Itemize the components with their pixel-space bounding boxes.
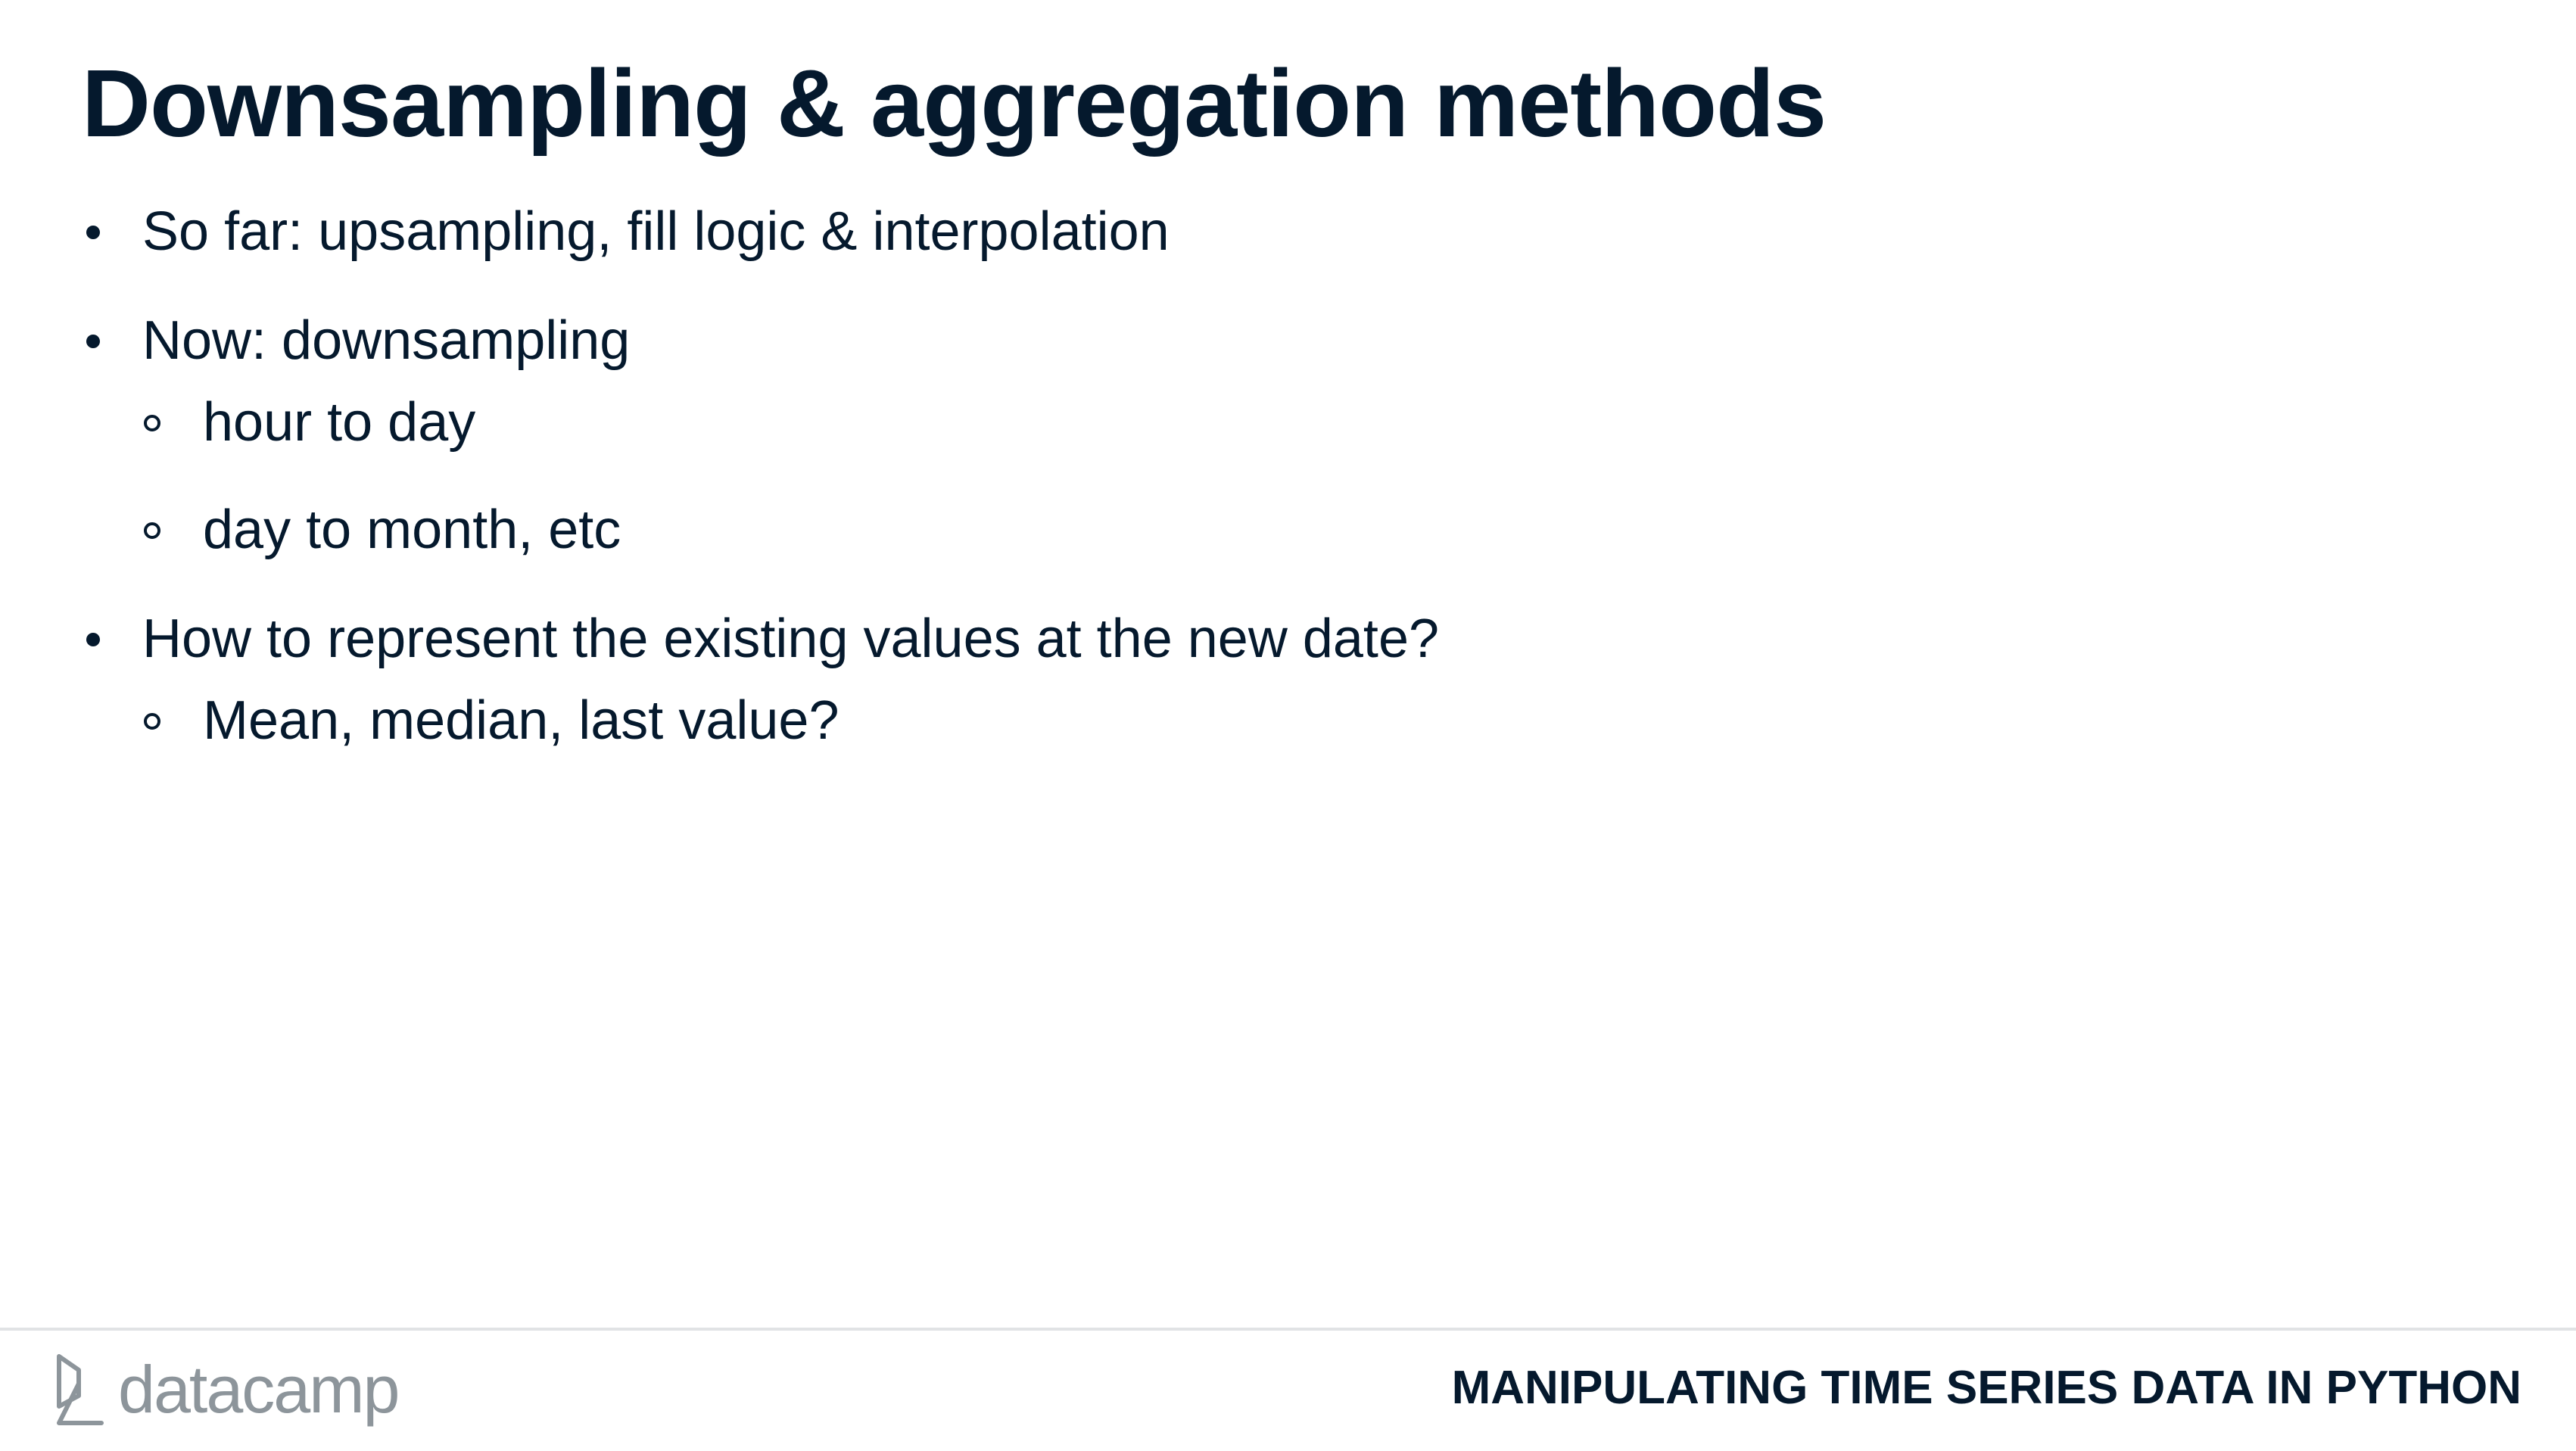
sub-bullet-list: Mean, median, last value? bbox=[142, 680, 2428, 761]
bullet-item: Now: downsampling hour to day day to mon… bbox=[82, 300, 2428, 571]
sub-bullet-text: day to month, etc bbox=[203, 500, 621, 560]
footer-divider bbox=[0, 1328, 2576, 1331]
slide-title: Downsampling & aggregation methods bbox=[82, 50, 1827, 157]
bullet-dot-icon bbox=[86, 226, 100, 239]
bullet-text: How to represent the existing values at … bbox=[142, 609, 1440, 669]
datacamp-logo-icon bbox=[57, 1354, 104, 1425]
sub-bullet-list: hour to day day to month, etc bbox=[142, 381, 2428, 571]
bullet-text: Now: downsampling bbox=[142, 310, 631, 371]
bullet-list: So far: upsampling, fill logic & interpo… bbox=[82, 191, 2428, 789]
sub-bullet-text: Mean, median, last value? bbox=[203, 690, 839, 751]
logo-text: datacamp bbox=[118, 1352, 400, 1427]
bullet-ring-icon bbox=[144, 415, 160, 431]
datacamp-logo: datacamp bbox=[53, 1352, 400, 1428]
bullet-dot-icon bbox=[86, 335, 100, 348]
bullet-item: So far: upsampling, fill logic & interpo… bbox=[82, 191, 2428, 272]
sub-bullet-item: day to month, etc bbox=[142, 489, 2428, 571]
bullet-item: How to represent the existing values at … bbox=[82, 598, 2428, 761]
sub-bullet-item: Mean, median, last value? bbox=[142, 680, 2428, 761]
sub-bullet-text: hour to day bbox=[203, 392, 476, 453]
bullet-dot-icon bbox=[86, 633, 100, 646]
bullet-ring-icon bbox=[144, 713, 160, 730]
sub-bullet-item: hour to day bbox=[142, 381, 2428, 463]
bullet-ring-icon bbox=[144, 522, 160, 539]
course-title: MANIPULATING TIME SERIES DATA IN PYTHON bbox=[1451, 1362, 2521, 1414]
bullet-text: So far: upsampling, fill logic & interpo… bbox=[142, 201, 1170, 262]
